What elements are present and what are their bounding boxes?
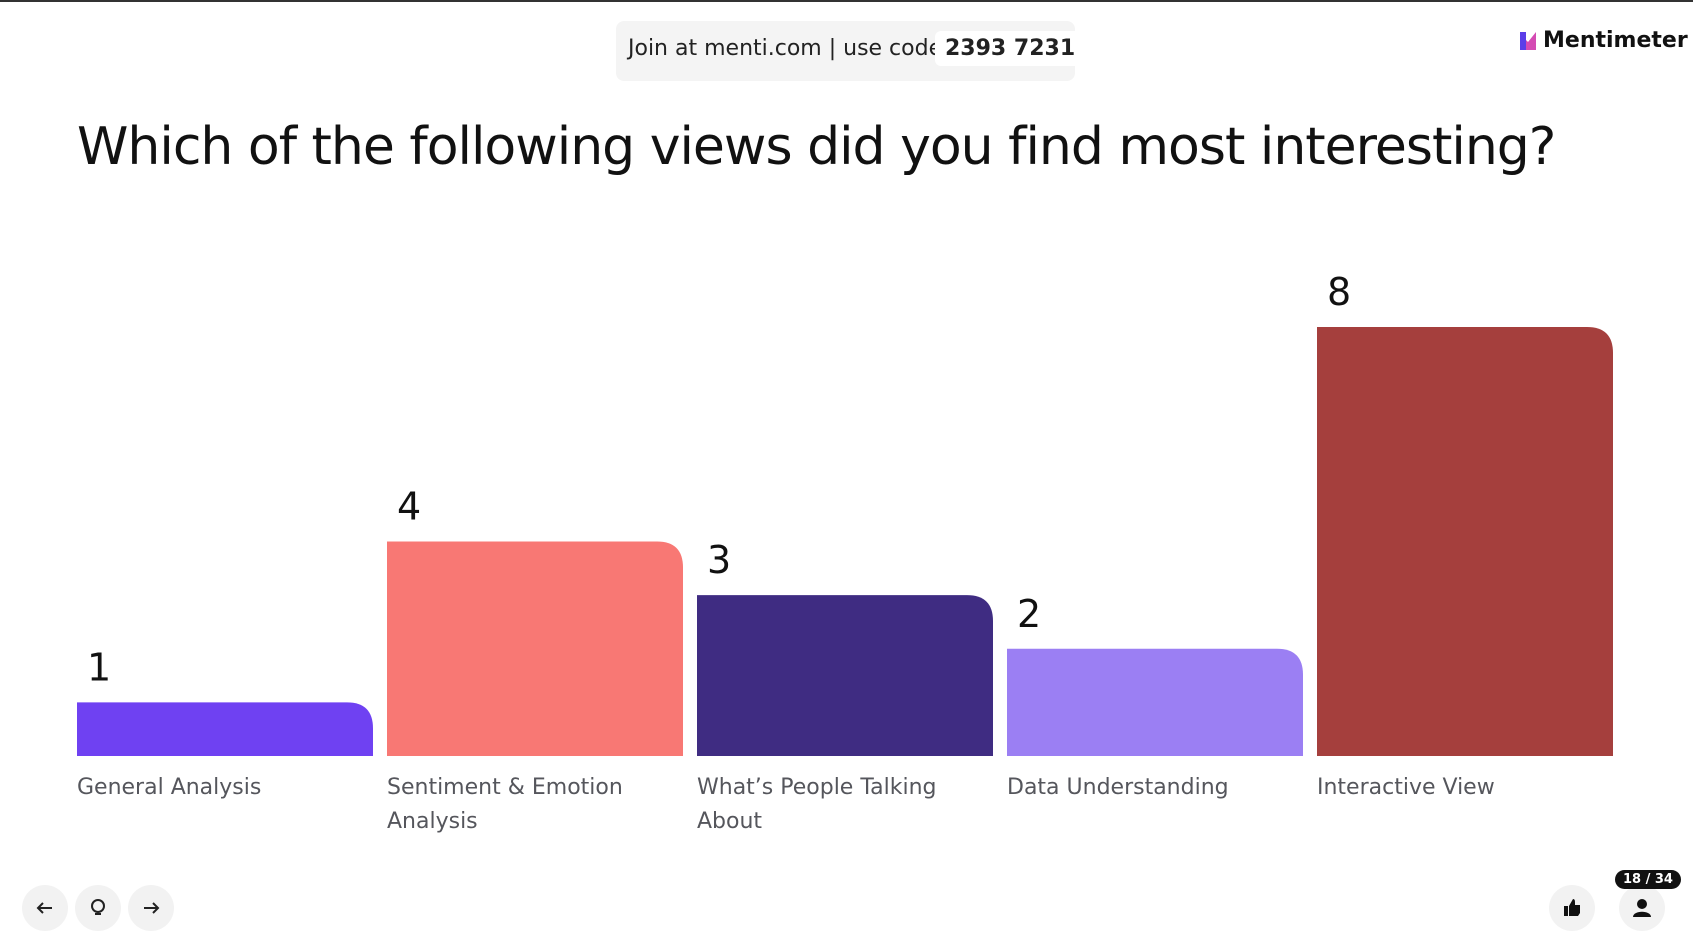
value-label: 1	[87, 645, 111, 689]
bar	[1007, 648, 1303, 756]
arrow-left-icon	[36, 902, 52, 914]
value-label: 2	[1017, 592, 1041, 636]
slide-counter: 18 / 34	[1615, 870, 1681, 889]
chart-title: Which of the following views did you fin…	[77, 117, 1556, 177]
category-label: General Analysis	[77, 775, 262, 800]
bar	[387, 541, 683, 756]
join-code: 2393 7231	[935, 31, 1086, 66]
value-label: 4	[397, 485, 421, 529]
hint-button[interactable]	[75, 885, 121, 931]
bar	[1317, 327, 1613, 756]
reaction-button[interactable]	[1549, 885, 1595, 931]
prev-button[interactable]	[22, 885, 68, 931]
bulb-icon	[91, 899, 105, 915]
participants-button[interactable]	[1619, 885, 1665, 931]
category-label: Sentiment & Emotion Analysis	[387, 775, 623, 834]
next-button[interactable]	[128, 885, 174, 931]
thumbs-up-icon	[1564, 899, 1580, 916]
bar	[697, 595, 993, 756]
category-label: Interactive View	[1317, 775, 1495, 800]
value-label: 3	[707, 538, 731, 582]
join-text: Join at menti.com | use code	[628, 36, 943, 61]
category-label: What’s People Talking About	[697, 775, 937, 834]
brand-name: Mentimeter	[1543, 28, 1688, 53]
value-label: 8	[1327, 270, 1351, 314]
brand-logo	[1520, 32, 1536, 50]
person-icon	[1633, 899, 1651, 917]
category-label: Data Understanding	[1007, 775, 1229, 800]
arrow-right-icon	[144, 902, 160, 914]
bar	[77, 702, 373, 756]
